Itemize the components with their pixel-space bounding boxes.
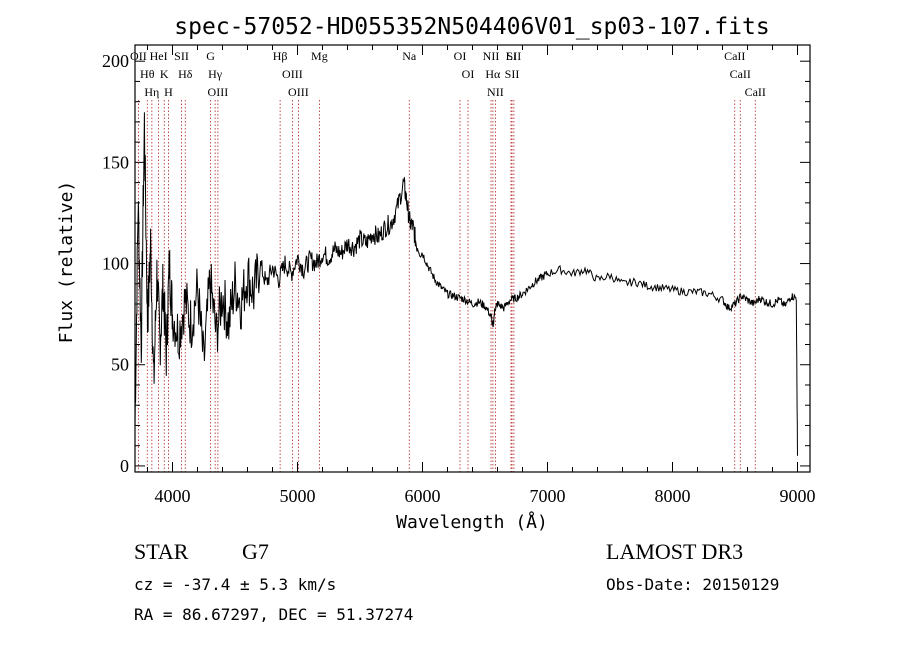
x-tick-label: 5000: [280, 486, 316, 506]
line-marker-label: K: [160, 67, 169, 81]
x-tick-label: 7000: [530, 486, 566, 506]
obs-date: Obs-Date: 20150129: [606, 575, 779, 594]
line-marker-label: SII: [505, 67, 520, 81]
line-marker-label: OIII: [282, 67, 303, 81]
object-subclass: G7: [242, 539, 269, 564]
spectrum-line: [134, 112, 798, 456]
plot-frame: [134, 44, 811, 473]
line-marker-label: Hβ: [273, 49, 288, 63]
line-marker-label: Hδ: [178, 67, 193, 81]
x-axis-ticks: 4000 5000 6000 7000 8000 9000: [147, 45, 816, 506]
line-marker-label: OII: [130, 49, 147, 63]
line-marker-label: Hα: [485, 67, 501, 81]
survey-name: LAMOST DR3: [606, 539, 743, 564]
line-marker-label: OIII: [208, 85, 229, 99]
line-marker-label: Mg: [311, 49, 328, 63]
line-marker-label: Li: [506, 49, 517, 63]
y-tick-label: 100: [102, 254, 129, 274]
line-marker-label: CaII: [724, 49, 745, 63]
x-axis-label: Wavelength (Å): [396, 511, 548, 533]
line-marker-label: OI: [454, 49, 467, 63]
line-marker-label: OIII: [288, 85, 309, 99]
line-marker-label: CaII: [730, 67, 751, 81]
chart-title: spec-57052-HD055352N504406V01_sp03-107.f…: [174, 14, 769, 40]
line-marker-label: SII: [174, 49, 189, 63]
y-axis-ticks: 0 50 100 150 200: [102, 51, 810, 476]
x-tick-label: 6000: [405, 486, 441, 506]
x-tick-label: 4000: [155, 486, 191, 506]
y-tick-label: 150: [102, 152, 129, 172]
line-marker-label: Na: [402, 49, 417, 63]
line-marker-label: CaII: [745, 85, 766, 99]
line-marker-label: SII: [507, 49, 522, 63]
x-tick-label: 9000: [780, 486, 816, 506]
y-axis-label: Flux (relative): [56, 181, 77, 344]
line-marker-label: G: [206, 49, 215, 63]
x-tick-label: 8000: [655, 486, 691, 506]
y-tick-label: 200: [102, 51, 129, 71]
spectral-line-labels: OII Hθ Hη HeI KH SII Hδ G Hγ OIII Hβ OIII OIII Mg Na OI…: [130, 49, 766, 99]
line-marker-label: Hη: [144, 85, 159, 99]
y-tick-label: 50: [111, 355, 129, 375]
redshift-readout: cz = -37.4 ± 5.3 km/s: [134, 575, 336, 594]
line-marker-label: OI: [462, 67, 475, 81]
line-marker-label: H: [164, 85, 173, 99]
line-marker-label: HeI: [150, 49, 168, 63]
line-marker-label: Hθ: [140, 67, 155, 81]
line-marker-label: Hγ: [208, 67, 223, 81]
line-marker-label: NII: [483, 49, 500, 63]
object-class: STAR: [134, 539, 189, 564]
line-marker-label: NII: [487, 85, 504, 99]
y-tick-label: 0: [120, 456, 129, 476]
coordinates: RA = 86.67297, DEC = 51.37274: [134, 605, 413, 624]
